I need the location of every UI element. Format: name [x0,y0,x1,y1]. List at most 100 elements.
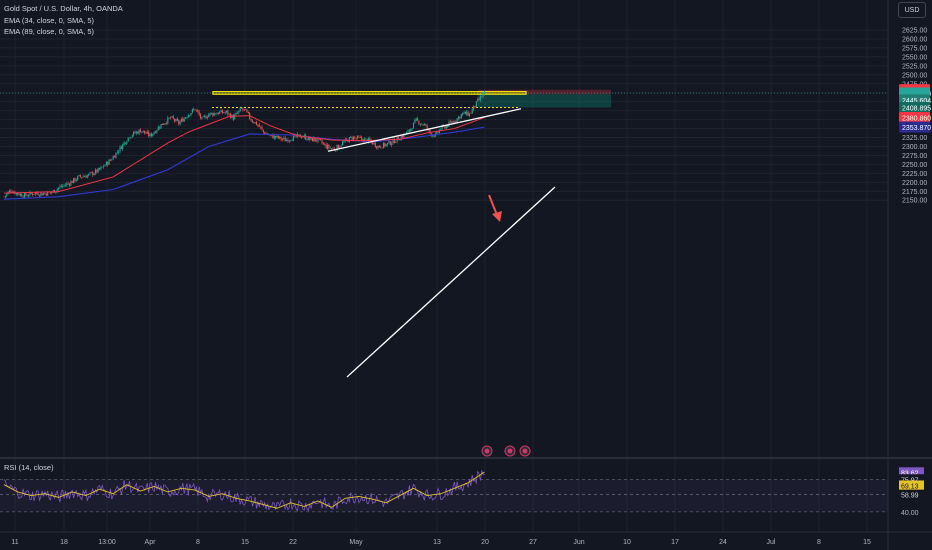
candle-body [373,142,375,145]
currency-button[interactable]: USD [898,2,926,18]
candle-body [246,109,248,112]
price-tick-label: 2525.00 [902,63,927,70]
rsi-panel [0,469,888,513]
candle-body [374,142,376,147]
candle-body [228,113,230,115]
candle-body [391,143,393,146]
rsi-label-bg [899,480,924,491]
candle-body [352,136,354,140]
candle-body [464,111,466,115]
candle-body [171,116,173,118]
candle-body [221,110,223,113]
candle-body [89,172,91,174]
candle-body [107,161,109,165]
candle-body [403,133,405,138]
time-tick-label: 8 [817,539,821,546]
candle-body [190,112,192,116]
candle-body [187,115,189,118]
candle-body [232,115,234,120]
candle-body [411,128,413,130]
candle-body [272,134,274,139]
candle-body [238,110,240,113]
candle-body [195,109,198,111]
candle-body [217,112,219,115]
price-tick-label: 2600.00 [902,36,927,43]
candle-body [168,117,170,119]
time-tick-label: 11 [11,539,18,546]
candle-body [326,144,329,149]
candle-body [49,192,51,193]
candle-body [111,159,113,161]
candle-body [378,145,380,148]
candle-body [215,113,217,115]
candle-body [77,176,79,181]
candle-body [179,121,181,125]
rsi-label-value: 83.62 [901,470,919,477]
candle-body [441,125,443,129]
candle-body [164,123,166,125]
candle-body [470,113,472,114]
candle-body [358,136,360,138]
candle-body [157,126,159,131]
candle-body [302,136,304,138]
time-tick-label: 17 [671,539,679,546]
candle-body [74,177,76,182]
candle-body [161,123,163,125]
candle-body [15,192,17,195]
candle-body [191,109,193,113]
rsi-legend[interactable]: RSI (14, close) [4,463,54,472]
candle-body [307,136,309,140]
candle-body [316,140,318,142]
candle-body [421,123,423,125]
candle-body [124,142,127,144]
candle-body [433,135,435,137]
candle-body [194,109,196,111]
candle-body [105,161,107,166]
price-label-bg [899,101,930,113]
candle-body [426,125,428,130]
candle-body [298,134,300,136]
symbol-title[interactable]: Gold Spot / U.S. Dollar, 4h, OANDA [4,4,123,13]
candle-body [82,176,84,178]
candle-body [86,175,88,178]
candle-body [328,144,330,148]
candle-body [150,133,152,137]
candle-body [8,190,11,193]
candle-body [447,125,449,127]
price-label-ema89: 2353.870 [902,125,931,132]
candle-body [29,192,31,196]
candle-body [70,181,72,186]
candle-body [234,114,236,120]
candle-body [482,93,484,97]
candle-body [425,124,427,126]
event-icon-dot [522,448,528,454]
candle-body [68,183,71,186]
candle-body [47,191,49,196]
candle-body [202,116,204,117]
price-label-take_profit: 2408.895 [902,105,931,112]
ema-89-legend[interactable]: EMA (89, close, 0, SMA, 5) [4,27,95,36]
candle-body [340,145,342,147]
ema-34-legend[interactable]: EMA (34, close, 0, SMA, 5) [4,16,95,25]
candle-body [225,110,228,113]
candle-body [119,146,121,152]
candle-body [335,150,337,152]
candle-body [127,137,129,142]
candle-body [223,112,225,113]
candle-body [365,138,367,140]
candle-body [281,139,284,140]
candle-body [34,192,36,195]
candle-body [290,140,292,142]
candle-body [104,165,106,167]
candle-body [67,183,69,185]
candle-body [212,113,214,116]
candle-body [6,193,8,196]
candle-body [120,146,122,149]
rsi-label-lower: 58.99 [901,493,919,500]
candle-body [63,185,65,186]
candle-body [18,193,20,196]
candle-body [468,113,471,117]
event-icons [481,445,531,457]
candle-body [116,151,118,153]
